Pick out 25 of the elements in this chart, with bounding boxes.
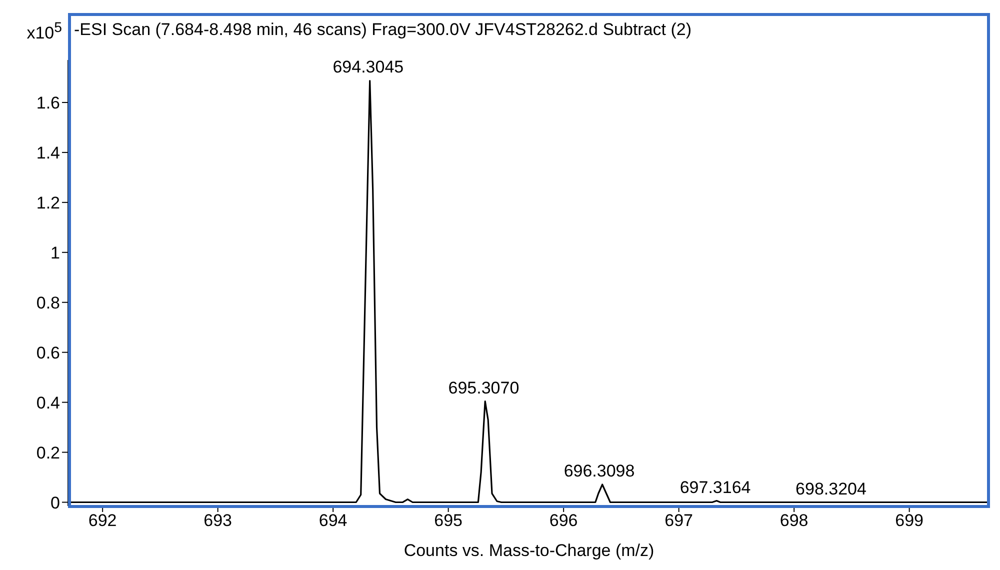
y-tick-label: 0.6 bbox=[36, 343, 60, 362]
y-axis-title: x10$^{5}$ bbox=[26, 20, 62, 44]
x-tick-label: 697 bbox=[664, 511, 694, 530]
annotation: 696.3098 bbox=[564, 462, 635, 481]
x-tick-label: 696 bbox=[549, 511, 578, 530]
y-tick-label: 0 bbox=[50, 493, 60, 512]
y-tick-label: 1.4 bbox=[36, 143, 60, 162]
x-tick-label: 693 bbox=[204, 511, 232, 530]
y-tick-label: 1.6 bbox=[36, 94, 60, 113]
annotation: 697.3164 bbox=[680, 478, 751, 497]
x-tick-label: 695 bbox=[434, 511, 463, 530]
x-axis-title: Counts vs. Mass-to-Charge (m/z) bbox=[404, 541, 654, 560]
y-tick-label: 1.2 bbox=[36, 193, 60, 212]
x-tick-label: 692 bbox=[88, 511, 117, 530]
x-tick-label: 694 bbox=[318, 511, 348, 530]
x-tick-label: 699 bbox=[895, 511, 924, 530]
x-tick-label: 698 bbox=[780, 511, 808, 530]
y-tick-label: 0.8 bbox=[36, 293, 60, 312]
annotation: 695.3070 bbox=[448, 378, 520, 398]
y-tick-label: 0.4 bbox=[36, 393, 60, 412]
y-tick-label: 0.2 bbox=[36, 443, 60, 462]
y-tick-label: 1 bbox=[50, 243, 60, 262]
chart-title: -ESI Scan (7.684-8.498 min, 46 scans) Frag=300.0V JFV4ST28262.d Subtract (2) bbox=[74, 20, 692, 40]
annotation: 698.3204 bbox=[796, 479, 866, 498]
annotation: 694.3045 bbox=[332, 58, 404, 77]
